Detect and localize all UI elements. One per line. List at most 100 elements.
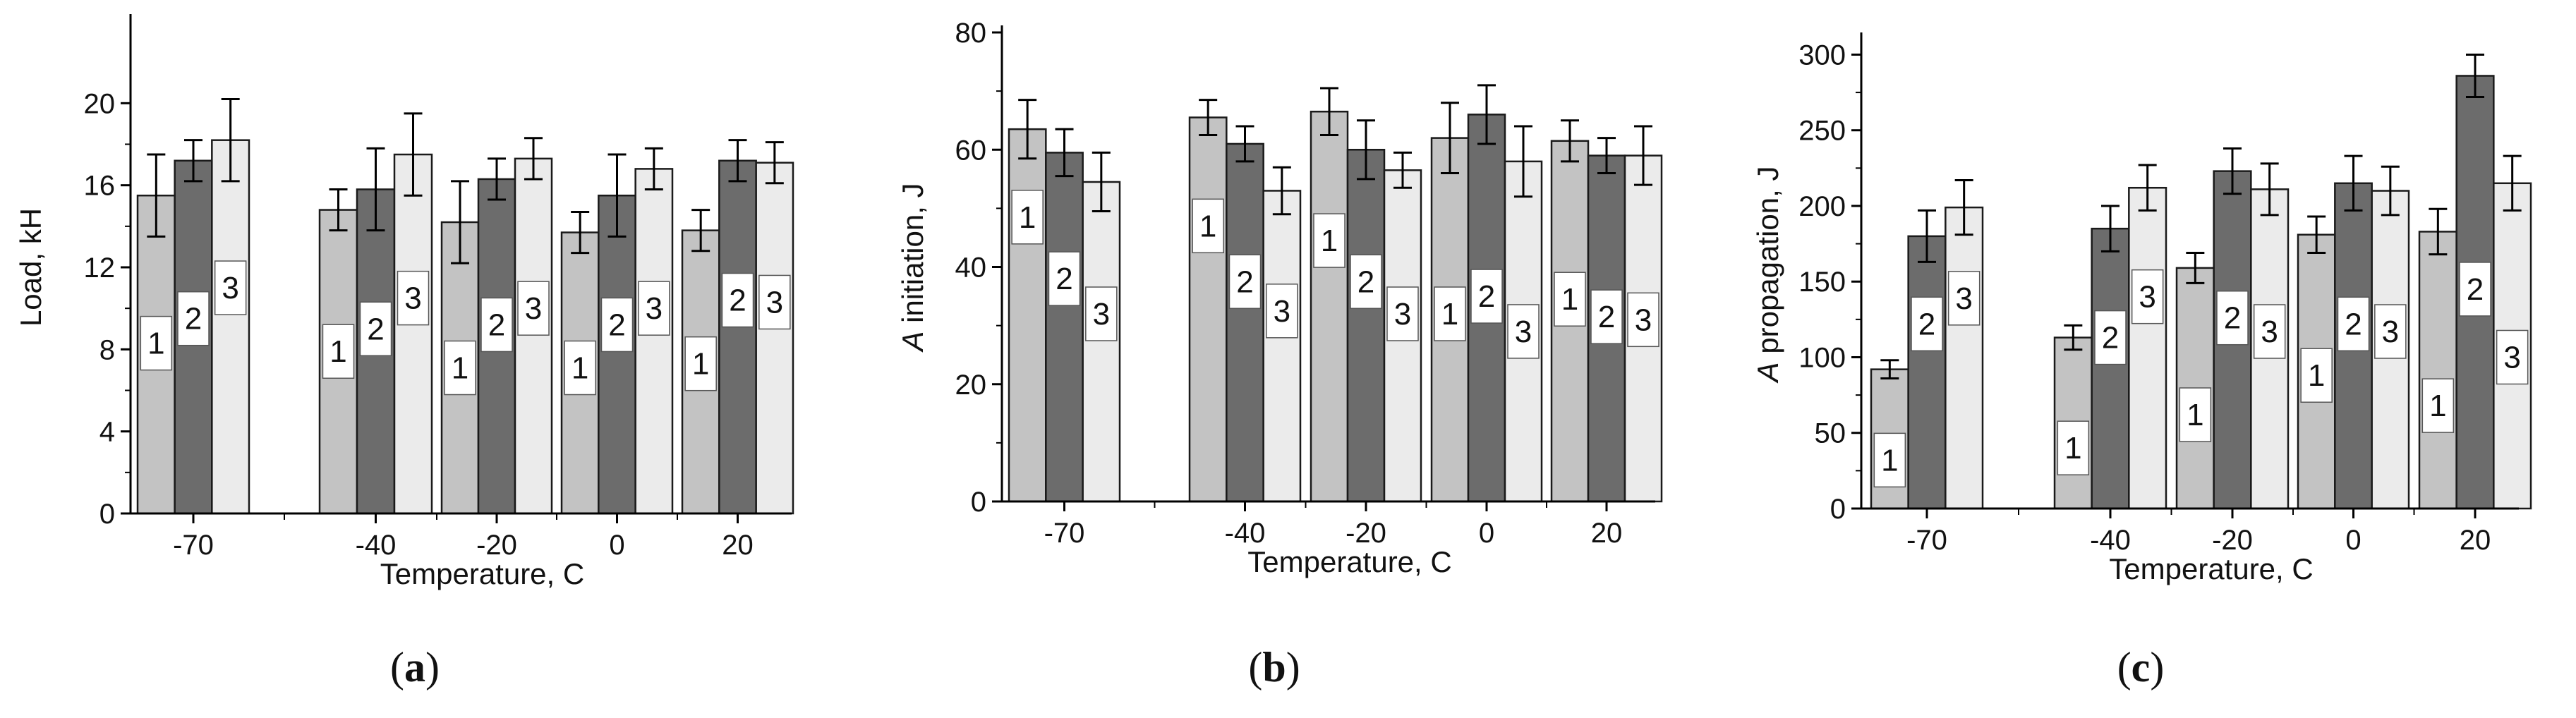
- series-label-box: [1947, 271, 1981, 326]
- error-bar-series2-0: [2344, 154, 2363, 212]
- series-label-box: [2421, 378, 2455, 433]
- series-label: 2: [729, 284, 746, 318]
- y-tick-label: 20: [955, 370, 987, 401]
- error-bar-series2-20: [2466, 53, 2484, 99]
- x-tick-label: 20: [1591, 518, 1623, 549]
- error-bar-series2-0: [607, 153, 627, 238]
- series-label: 1: [1441, 297, 1458, 331]
- series-label: 2: [608, 308, 625, 342]
- x-tick-label: -70: [173, 530, 214, 561]
- error-bar-series2-m40: [2101, 205, 2120, 252]
- x-tick-label: -40: [2090, 525, 2131, 556]
- series-label: 2: [1056, 262, 1072, 296]
- y-axis-title: Load, kH: [14, 208, 47, 327]
- series-label-box: [177, 291, 210, 346]
- error-bar-series3-m70: [1954, 179, 1973, 236]
- series-label: 2: [1598, 300, 1615, 334]
- x-tick-label: -40: [1225, 518, 1266, 549]
- y-tick-label: 16: [84, 171, 116, 202]
- series-label: 3: [2503, 340, 2520, 375]
- error-bar-series2-m70: [184, 139, 202, 183]
- series-label: 2: [185, 302, 202, 336]
- error-bar-series3-m20: [1393, 151, 1412, 189]
- y-tick-label: 0: [971, 487, 986, 518]
- series-label-box: [638, 281, 670, 336]
- x-tick-label: 0: [2345, 525, 2361, 556]
- series-label-box: [2496, 329, 2529, 385]
- error-bar-series3-m40: [404, 112, 423, 197]
- series-label: 2: [1236, 264, 1253, 299]
- y-tick-label: 100: [1798, 342, 1846, 373]
- bar-series3-20: [755, 162, 794, 515]
- y-axis-title: A initiation, J: [896, 183, 929, 353]
- series-label: 1: [2429, 389, 2446, 423]
- x-tick-label: -40: [356, 530, 397, 561]
- series-label: 2: [1918, 307, 1935, 341]
- series-label-box: [517, 281, 550, 336]
- series-label: 3: [1635, 303, 1652, 337]
- series-label-box: [444, 340, 476, 396]
- y-axis-title: A propagation, J: [1751, 166, 1784, 384]
- bar-series1-m70: [1008, 128, 1047, 503]
- series-label-box: [2094, 310, 2127, 365]
- y-tick-label: 300: [1798, 39, 1846, 71]
- x-axis-title: Temperature, C: [380, 557, 584, 590]
- error-bar-series1-m40: [329, 188, 348, 232]
- series-label-box: [480, 297, 513, 353]
- x-tick-label: -20: [1346, 518, 1386, 549]
- bar-series2-m20: [1346, 149, 1386, 503]
- series-label-box: [2216, 290, 2249, 346]
- y-tick-label: 200: [1798, 191, 1846, 222]
- series-label: 3: [1515, 315, 1532, 349]
- y-tick-label: 4: [99, 417, 115, 448]
- panel-label: (b): [1248, 644, 1300, 690]
- x-tick-label: -70: [1906, 525, 1947, 556]
- x-axis-title: Temperature, C: [1247, 545, 1451, 578]
- x-axis-title: Temperature, C: [2109, 552, 2313, 585]
- y-tick-label: 150: [1798, 267, 1846, 298]
- series-label: 1: [1321, 224, 1338, 258]
- series-label-box: [1507, 304, 1540, 359]
- bar-series2-m70: [1907, 235, 1947, 510]
- y-tick-label: 250: [1798, 116, 1846, 147]
- series-label-box: [1590, 289, 1623, 344]
- series-label-box: [1228, 254, 1262, 310]
- bar-series2-m40: [1226, 142, 1264, 503]
- series-label: 3: [766, 285, 783, 320]
- series-label-box: [214, 260, 247, 315]
- series-label: 3: [222, 271, 238, 305]
- error-bar-series1-m70: [1880, 359, 1899, 380]
- series-label-box: [1627, 292, 1659, 348]
- series-label: 2: [1478, 279, 1495, 314]
- series-label: 1: [452, 351, 468, 386]
- x-tick-label: -70: [1044, 518, 1085, 549]
- series-label: 3: [1955, 281, 1972, 316]
- series-label: 1: [692, 347, 709, 382]
- error-bar-series1-20: [1561, 119, 1579, 163]
- bar-series1-m20: [1310, 110, 1349, 503]
- bar-series2-0: [598, 194, 636, 515]
- bar-series2-20: [718, 159, 757, 515]
- error-bar-series3-m70: [221, 98, 240, 183]
- x-tick-label: 20: [2460, 525, 2491, 556]
- error-bar-series3-0: [644, 147, 663, 190]
- y-tick-label: 12: [84, 252, 116, 284]
- series-label: 2: [488, 308, 505, 342]
- panel-label: (a): [390, 644, 440, 690]
- series-label-box: [1192, 198, 1224, 254]
- bar-series1-20: [2418, 231, 2457, 510]
- series-label-box: [1350, 254, 1382, 310]
- series-label: 2: [2224, 301, 2241, 336]
- error-bar-series3-20: [2503, 154, 2522, 212]
- series-label: 2: [2467, 272, 2484, 307]
- series-label-box: [322, 324, 355, 379]
- series-label: 3: [1093, 297, 1110, 331]
- error-bar-series3-0: [2381, 165, 2400, 217]
- error-bar-series3-m70: [1092, 151, 1111, 213]
- series-label-box: [1048, 251, 1081, 306]
- error-bar-series3-m20: [524, 137, 543, 181]
- series-label: 1: [2064, 431, 2081, 466]
- panel-label: (c): [2117, 644, 2165, 690]
- series-label: 3: [404, 281, 421, 316]
